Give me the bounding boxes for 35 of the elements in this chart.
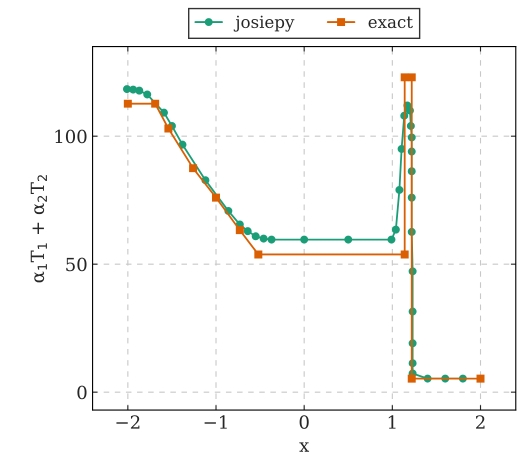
y-tick-label: 0 [77, 386, 87, 400]
point [476, 374, 484, 383]
point [300, 236, 308, 244]
point [260, 234, 268, 243]
y-tick-label: 100 [55, 130, 87, 144]
point [236, 226, 244, 234]
legend-label: exact [368, 16, 413, 28]
legend-label: josiepy [234, 16, 294, 32]
point [408, 73, 416, 82]
point [124, 100, 132, 108]
point [122, 85, 131, 94]
point [392, 226, 400, 234]
point [164, 124, 172, 133]
point [252, 232, 260, 240]
point [135, 86, 144, 95]
x-tick-label: −1 [204, 415, 227, 429]
point [408, 374, 416, 383]
x-tick-label: 0 [300, 415, 309, 429]
y-axis-title: α$_{1}$T$_{1}$ + α$_{2}$T$_{2}$ [30, 175, 47, 282]
point [254, 250, 262, 258]
point [395, 186, 404, 194]
x-axis-title: x [299, 442, 310, 452]
point [151, 100, 160, 108]
x-tick-label: −2 [116, 415, 140, 429]
point [143, 90, 152, 98]
point [387, 236, 396, 244]
point [189, 164, 198, 172]
point [400, 250, 409, 258]
y-tick-label: 50 [66, 258, 87, 272]
x-tick-label: 1 [388, 415, 396, 429]
point [244, 227, 252, 236]
point [212, 194, 220, 202]
point [344, 236, 352, 244]
x-tick-label: 2 [476, 415, 484, 429]
point [268, 236, 276, 244]
